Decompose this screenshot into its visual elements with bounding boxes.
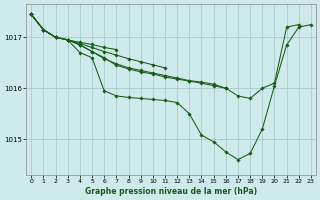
X-axis label: Graphe pression niveau de la mer (hPa): Graphe pression niveau de la mer (hPa) [85, 187, 257, 196]
